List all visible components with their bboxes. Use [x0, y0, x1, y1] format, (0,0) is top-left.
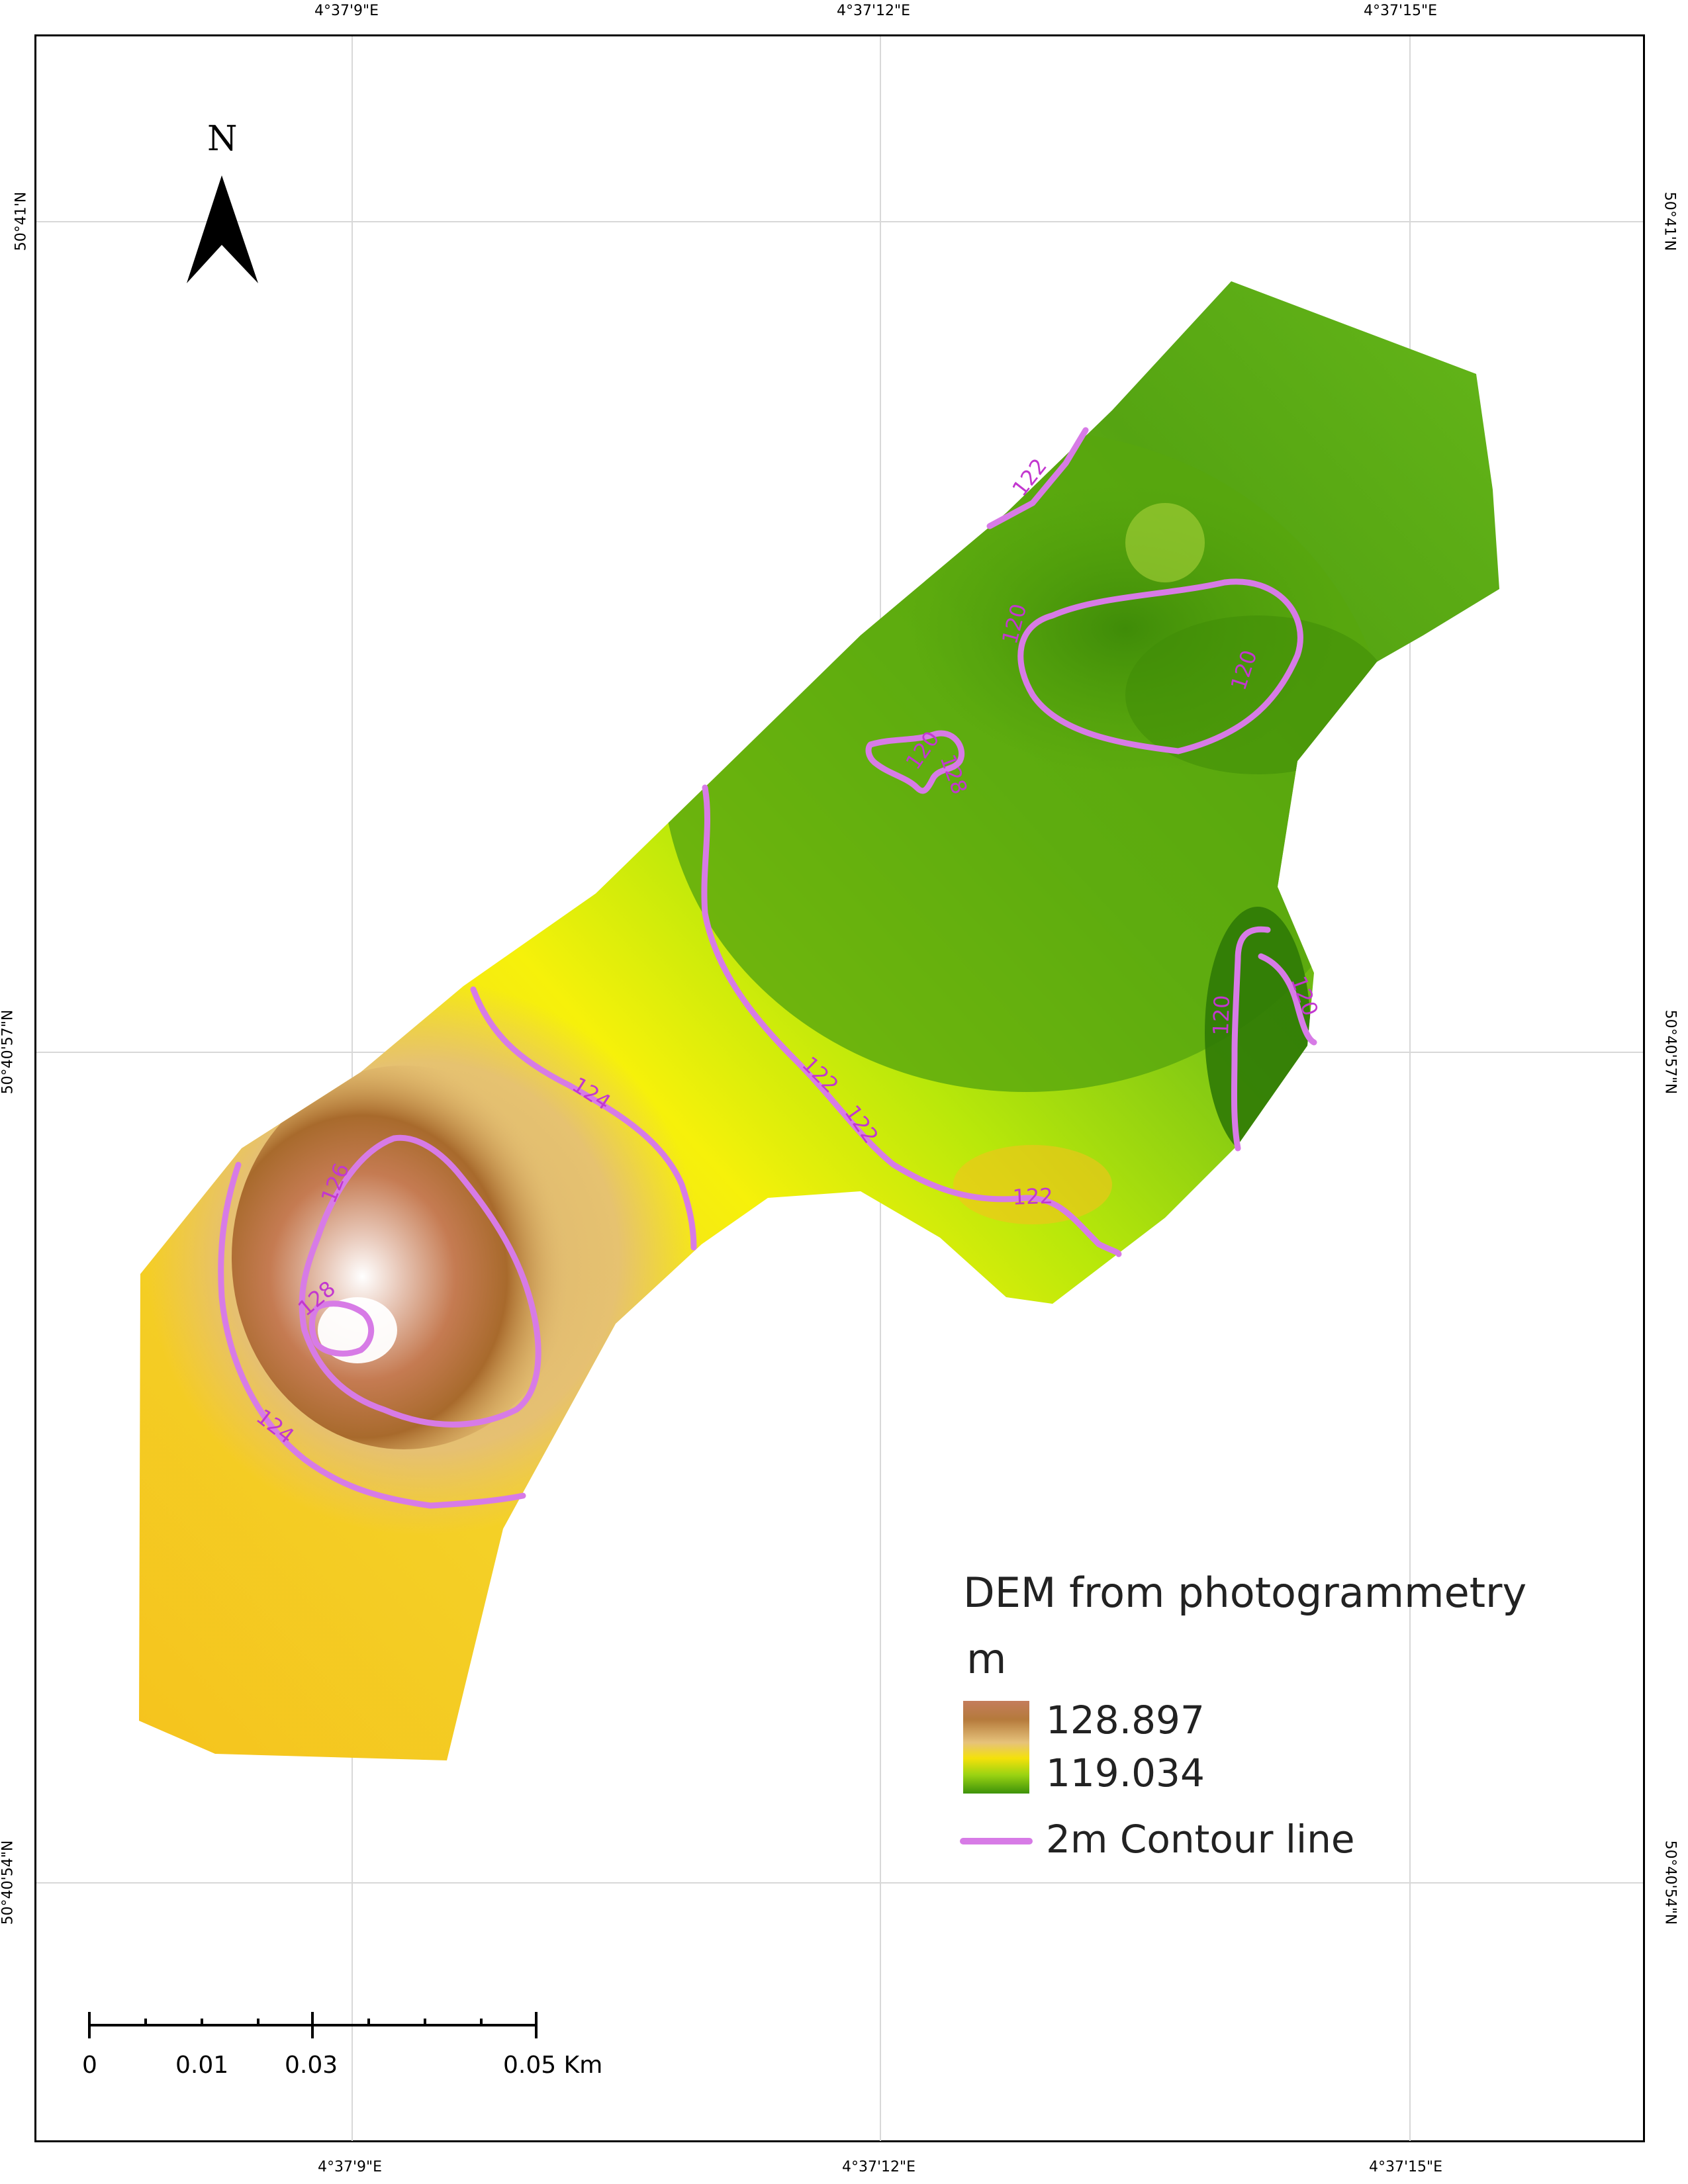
contour-124-middle [470, 986, 697, 1251]
dem-raster [139, 281, 1499, 1760]
north-label: N [207, 119, 238, 159]
contour-122-middle [701, 784, 1122, 1257]
scale-label: 0.03 [285, 2052, 338, 2079]
coord-left: 50°41'N [13, 191, 30, 251]
legend-contour-label: 2m Contour line [1046, 1817, 1355, 1862]
scale-bar [88, 2012, 538, 2038]
contour-label: 122 [1012, 1183, 1053, 1210]
coord-right: 50°40'54"N [1662, 1840, 1679, 1925]
coord-top: 4°37'12"E [837, 3, 911, 19]
scale-label: 0.01 [175, 2052, 229, 2079]
legend-min-value: 119.034 [1046, 1751, 1205, 1796]
scale-label: 0 [82, 2052, 97, 2079]
contour-lines [218, 427, 1317, 1509]
coord-top: 4°37'9"E [314, 3, 379, 19]
legend-unit: m [966, 1635, 1007, 1683]
contour-120-southeast [1231, 926, 1271, 1152]
legend-color-ramp [963, 1701, 1029, 1794]
contour-120-loop-east [1017, 578, 1303, 754]
coord-right: 50°41'N [1661, 191, 1678, 251]
north-arrow-icon [187, 175, 258, 283]
legend-max-value: 128.897 [1046, 1698, 1205, 1743]
contour-122-north [986, 427, 1089, 529]
scale-label: 0.05 Km [503, 2052, 603, 2079]
coord-bottom: 4°37'12"E [842, 2159, 916, 2175]
contour-128 [309, 1300, 375, 1357]
coord-bottom: 4°37'15"E [1369, 2159, 1443, 2175]
contour-label: 120 [1208, 995, 1235, 1036]
legend-title: DEM from photogrammetry [963, 1569, 1527, 1617]
coord-left: 50°40'54"N [0, 1840, 17, 1925]
coord-right: 50°40'57"N [1662, 1009, 1679, 1095]
contour-120-southeast-inner [1258, 953, 1317, 1046]
contour-120-loop-small [865, 730, 965, 794]
coord-bottom: 4°37'9"E [318, 2159, 383, 2175]
contour-124-west [218, 1161, 526, 1509]
contour-126 [299, 1134, 541, 1428]
coord-left: 50°40'57"N [0, 1009, 17, 1095]
coord-top: 4°37'15"E [1364, 3, 1438, 19]
